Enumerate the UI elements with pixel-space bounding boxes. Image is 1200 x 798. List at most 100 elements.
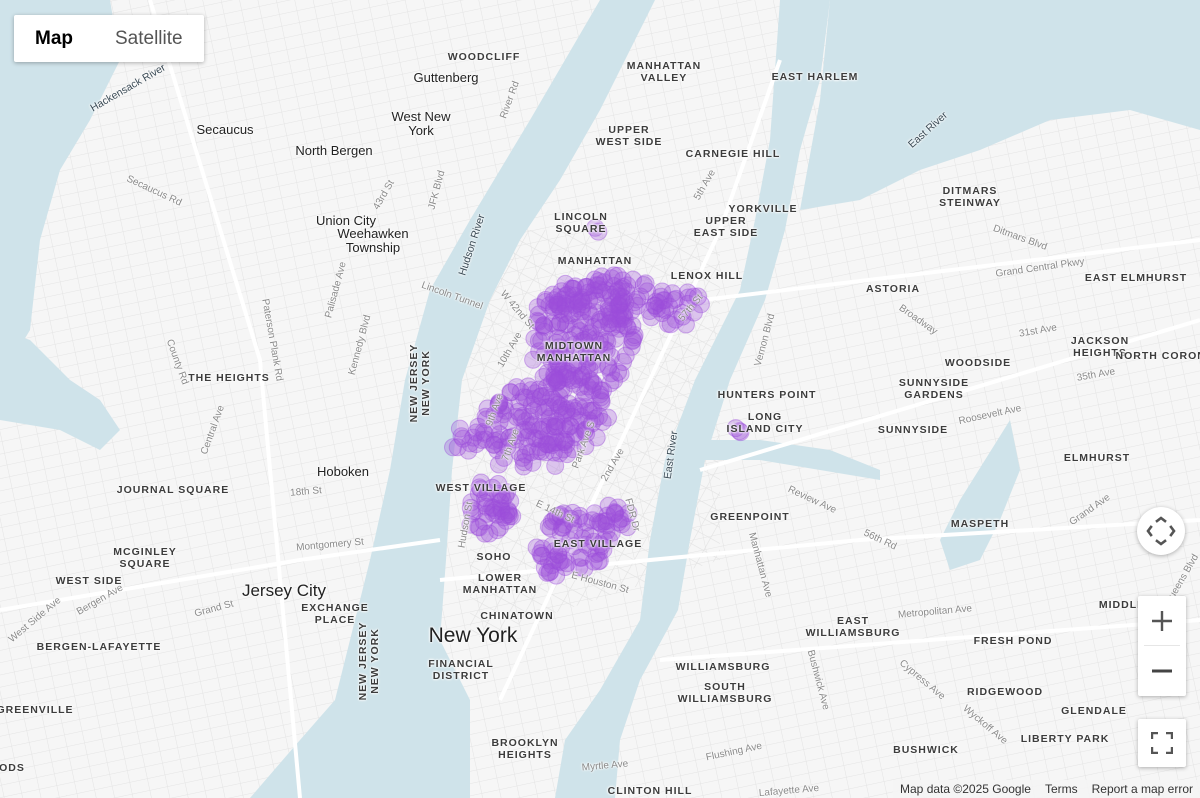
heatmap-point bbox=[561, 343, 580, 362]
heatmap-point bbox=[608, 315, 627, 334]
heatmap-point bbox=[490, 412, 509, 431]
zoom-in-button[interactable] bbox=[1138, 596, 1186, 646]
heatmap-point bbox=[495, 448, 513, 467]
heatmap-point bbox=[590, 551, 609, 570]
heatmap-point bbox=[550, 399, 569, 418]
heatmap-point bbox=[573, 302, 591, 321]
heatmap-point bbox=[589, 512, 607, 531]
heatmap-point bbox=[551, 300, 570, 319]
heatmap-point bbox=[523, 453, 542, 472]
heatmap-point bbox=[565, 537, 583, 556]
heatmap-point bbox=[467, 423, 486, 442]
heatmap-point bbox=[608, 309, 627, 328]
heatmap-point bbox=[580, 291, 599, 310]
fullscreen-button[interactable] bbox=[1138, 719, 1186, 767]
heatmap-point bbox=[660, 297, 679, 316]
heatmap-point bbox=[623, 332, 642, 350]
heatmap-point bbox=[485, 405, 504, 424]
heatmap-point bbox=[554, 405, 572, 424]
heatmap-point bbox=[545, 551, 564, 570]
heatmap-point bbox=[564, 355, 583, 374]
heatmap-point bbox=[609, 296, 628, 315]
heatmap-point bbox=[614, 289, 633, 308]
heatmap-point bbox=[514, 388, 533, 407]
heatmap-point bbox=[605, 371, 624, 390]
heatmap-point bbox=[570, 506, 589, 525]
map-type-satellite-button[interactable]: Satellite bbox=[115, 28, 183, 49]
heatmap-point bbox=[518, 428, 537, 447]
heatmap-point bbox=[499, 412, 518, 431]
heatmap-point bbox=[484, 420, 503, 439]
heatmap-point bbox=[595, 273, 614, 292]
heatmap-point bbox=[517, 388, 536, 407]
hackensack-river bbox=[0, 0, 120, 380]
heatmap-point bbox=[582, 414, 601, 433]
heatmap-point bbox=[663, 284, 682, 303]
heatmap-point bbox=[529, 331, 548, 350]
heatmap-point bbox=[557, 297, 575, 316]
heatmap-point bbox=[548, 507, 567, 526]
report-map-error-link[interactable]: Report a map error bbox=[1091, 782, 1193, 796]
heatmap-point bbox=[462, 493, 481, 512]
map-type-control: Map Satellite bbox=[14, 15, 204, 62]
heatmap-point bbox=[509, 443, 528, 462]
terms-link[interactable]: Terms bbox=[1044, 782, 1078, 796]
heatmap-point bbox=[551, 553, 570, 572]
heatmap-point bbox=[535, 345, 554, 364]
heatmap-point bbox=[601, 374, 620, 393]
heatmap-point bbox=[444, 438, 462, 457]
heatmap-point bbox=[553, 290, 572, 309]
heatmap-point bbox=[557, 435, 576, 454]
heatmap-point bbox=[573, 529, 592, 548]
heatmap-point bbox=[577, 424, 596, 443]
heatmap-point bbox=[617, 317, 636, 336]
heatmap-point bbox=[488, 521, 507, 540]
heatmap-point bbox=[522, 396, 541, 415]
heatmap-point bbox=[535, 558, 554, 577]
heatmap-point bbox=[572, 407, 591, 426]
map-type-map-button[interactable]: Map bbox=[35, 28, 73, 49]
heatmap-point bbox=[532, 421, 551, 440]
heatmap-point bbox=[549, 342, 568, 361]
zoom-out-button[interactable] bbox=[1138, 646, 1186, 696]
heatmap-point bbox=[609, 281, 628, 300]
heatmap-point bbox=[575, 331, 594, 350]
heatmap-point bbox=[491, 399, 510, 418]
heatmap-point bbox=[555, 417, 574, 436]
heatmap-point bbox=[591, 513, 610, 532]
heatmap-point bbox=[600, 302, 619, 321]
heatmap-point bbox=[524, 401, 543, 420]
heatmap-point bbox=[571, 311, 590, 330]
heatmap-point bbox=[611, 301, 630, 320]
heatmap-point bbox=[544, 443, 563, 462]
heatmap-point bbox=[572, 297, 591, 316]
heatmap-point bbox=[571, 548, 589, 567]
heatmap-point bbox=[510, 393, 529, 412]
heatmap-point bbox=[499, 429, 518, 448]
heatmap-point bbox=[496, 401, 515, 420]
heatmap-point bbox=[600, 531, 619, 549]
heatmap-point bbox=[484, 435, 503, 454]
heatmap-point bbox=[500, 428, 519, 447]
camera-control-button[interactable] bbox=[1137, 507, 1185, 555]
heatmap-point bbox=[525, 329, 544, 348]
heatmap-point bbox=[493, 490, 512, 509]
heatmap-point bbox=[558, 369, 577, 388]
heatmap-point bbox=[545, 298, 564, 317]
zoom-divider bbox=[1144, 645, 1180, 646]
heatmap-point bbox=[602, 347, 620, 366]
heatmap-point bbox=[610, 296, 629, 315]
heatmap-point bbox=[524, 415, 543, 434]
heatmap-point bbox=[689, 287, 707, 306]
heatmap-point bbox=[531, 544, 550, 563]
heatmap-point bbox=[656, 301, 675, 319]
heatmap-point bbox=[550, 444, 569, 463]
heatmap-point bbox=[553, 518, 572, 537]
heatmap-point bbox=[581, 372, 600, 391]
heatmap-point bbox=[470, 478, 489, 497]
heatmap-point bbox=[543, 436, 562, 455]
heatmap-point bbox=[607, 283, 626, 302]
zoom-control bbox=[1138, 596, 1186, 696]
heatmap-point bbox=[543, 285, 562, 304]
